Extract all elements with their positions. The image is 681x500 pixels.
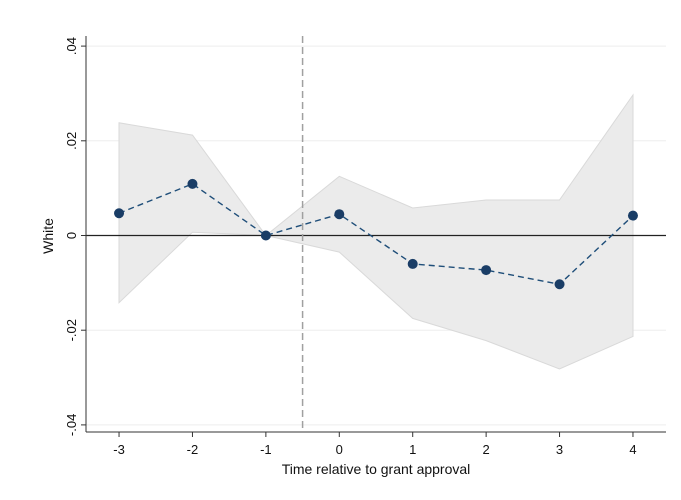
confidence-band-layer [118,93,634,370]
x-tick-label: 0 [336,442,343,457]
y-tick-label: .02 [64,132,79,150]
x-tick-label: 2 [483,442,490,457]
x-tick-label: -3 [113,442,125,457]
data-point [334,209,345,220]
data-point [481,265,492,276]
reference-lines-layer [86,36,666,432]
x-tick-label: 1 [409,442,416,457]
y-tick-label: -.02 [64,319,79,341]
x-axis-title: Time relative to grant approval [282,461,471,477]
data-point [627,210,638,221]
data-point [187,178,198,189]
x-tick-label: 3 [556,442,563,457]
series-line [118,183,634,286]
data-point [260,230,271,241]
data-point [114,208,125,219]
axis-layer: -.04 -.02 0 .02 .04 -3 -2 -1 0 1 2 3 4 [64,36,666,457]
y-tick-label: -.04 [64,414,79,436]
y-tick-label: 0 [64,232,79,239]
x-tick-label: -1 [260,442,272,457]
x-tick-label: -2 [187,442,199,457]
x-tick-label: 4 [629,442,636,457]
data-point [407,258,418,269]
data-point [554,279,565,290]
y-tick-label: .04 [64,37,79,55]
series-layer [114,178,638,290]
y-axis-title: White [40,218,56,254]
confidence-band [118,93,634,370]
